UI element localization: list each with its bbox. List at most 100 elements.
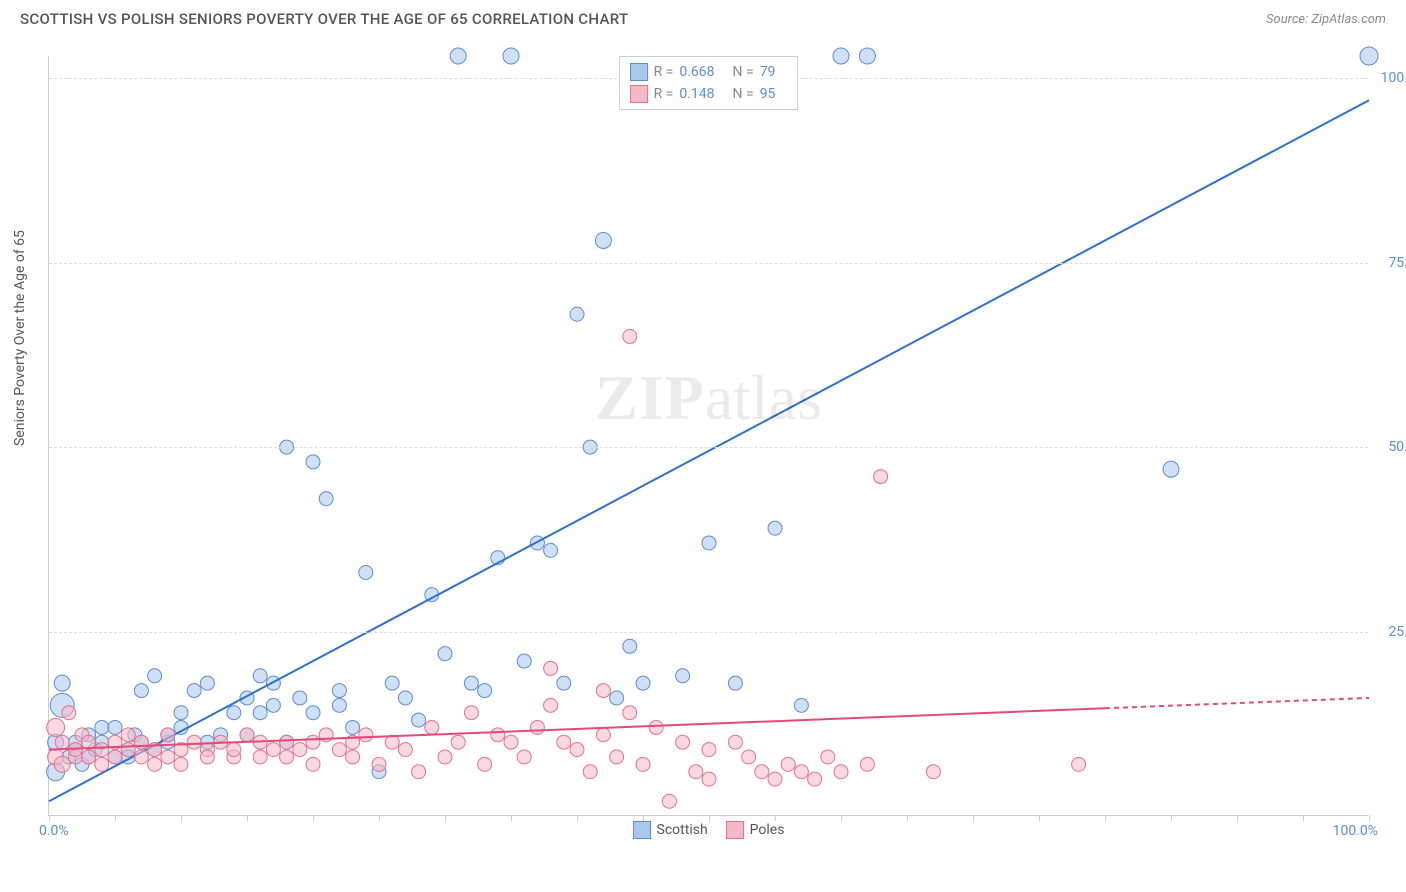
- data-point: [134, 750, 148, 764]
- legend-n-value: 95: [760, 86, 776, 102]
- x-tick: [1039, 815, 1040, 821]
- x-axis-min-label: 0.0%: [39, 823, 69, 839]
- data-point: [293, 743, 307, 757]
- data-point: [253, 750, 267, 764]
- gridline: [49, 632, 1368, 633]
- data-point: [174, 757, 188, 771]
- data-point: [544, 698, 558, 712]
- x-tick: [1303, 815, 1304, 821]
- data-point: [728, 676, 742, 690]
- data-point: [346, 720, 360, 734]
- data-point: [121, 728, 135, 742]
- data-point: [636, 676, 650, 690]
- data-point: [755, 765, 769, 779]
- regression-line: [49, 100, 1369, 801]
- legend-n-label: N =: [733, 64, 754, 80]
- data-point: [95, 720, 109, 734]
- y-tick-label: 75.0%: [1388, 255, 1406, 271]
- legend-swatch: [630, 85, 648, 103]
- data-point: [702, 743, 716, 757]
- legend-row: R = 0.668N = 79: [630, 61, 788, 83]
- x-tick: [775, 815, 776, 821]
- data-point: [451, 735, 465, 749]
- data-point: [478, 684, 492, 698]
- data-point: [55, 735, 69, 749]
- legend-r-label: R =: [654, 64, 674, 80]
- data-point: [833, 48, 849, 64]
- data-point: [926, 765, 940, 779]
- data-point: [47, 718, 65, 736]
- data-point: [623, 706, 637, 720]
- data-point: [412, 765, 426, 779]
- data-point: [372, 757, 386, 771]
- x-tick: [1171, 815, 1172, 821]
- data-point: [557, 676, 571, 690]
- x-tick: [643, 815, 644, 821]
- data-point: [385, 676, 399, 690]
- data-point: [517, 750, 531, 764]
- data-point: [1163, 461, 1179, 477]
- data-point: [1072, 757, 1086, 771]
- data-point: [240, 728, 254, 742]
- data-point: [187, 735, 201, 749]
- x-tick: [49, 815, 50, 821]
- x-tick: [709, 815, 710, 821]
- legend-label: Poles: [750, 822, 785, 838]
- data-point: [596, 728, 610, 742]
- data-point: [464, 676, 478, 690]
- data-point: [834, 765, 848, 779]
- source-attribution: Source: ZipAtlas.com: [1266, 12, 1386, 27]
- scatter-svg: [49, 56, 1368, 815]
- data-point: [570, 307, 584, 321]
- data-point: [636, 757, 650, 771]
- data-point: [148, 669, 162, 683]
- x-tick: [511, 815, 512, 821]
- y-tick-label: 100.0%: [1381, 70, 1406, 86]
- data-point: [595, 232, 611, 248]
- chart-title: SCOTTISH VS POLISH SENIORS POVERTY OVER …: [20, 10, 628, 28]
- data-point: [860, 757, 874, 771]
- y-tick-label: 50.0%: [1388, 439, 1406, 455]
- data-point: [187, 684, 201, 698]
- legend-label: Scottish: [657, 822, 708, 838]
- data-point: [570, 743, 584, 757]
- legend-r-value: 0.668: [679, 64, 714, 80]
- data-point: [623, 329, 637, 343]
- data-point: [227, 706, 241, 720]
- x-tick: [445, 815, 446, 821]
- data-point: [491, 728, 505, 742]
- data-point: [742, 750, 756, 764]
- data-point: [821, 750, 835, 764]
- data-point: [266, 743, 280, 757]
- data-point: [702, 536, 716, 550]
- data-point: [174, 706, 188, 720]
- regression-line-extrapolated: [1105, 698, 1369, 708]
- series-legend: Scottish Poles: [633, 821, 785, 839]
- data-point: [478, 757, 492, 771]
- correlation-legend: R = 0.668N = 79R = 0.148N = 95: [619, 56, 799, 110]
- data-point: [676, 669, 690, 683]
- data-point: [412, 713, 426, 727]
- data-point: [266, 698, 280, 712]
- data-point: [95, 757, 109, 771]
- data-point: [306, 455, 320, 469]
- data-point: [583, 765, 597, 779]
- x-tick: [577, 815, 578, 821]
- x-tick: [115, 815, 116, 821]
- data-point: [438, 647, 452, 661]
- y-axis-title: Seniors Poverty Over the Age of 65: [12, 230, 28, 446]
- data-point: [544, 543, 558, 557]
- data-point: [306, 735, 320, 749]
- x-tick: [247, 815, 248, 821]
- data-point: [280, 735, 294, 749]
- data-point: [689, 765, 703, 779]
- data-point: [557, 735, 571, 749]
- data-point: [293, 691, 307, 705]
- legend-swatch: [633, 821, 651, 839]
- x-tick: [181, 815, 182, 821]
- data-point: [121, 743, 135, 757]
- x-tick: [973, 815, 974, 821]
- data-point: [781, 757, 795, 771]
- data-point: [610, 750, 624, 764]
- data-point: [95, 743, 109, 757]
